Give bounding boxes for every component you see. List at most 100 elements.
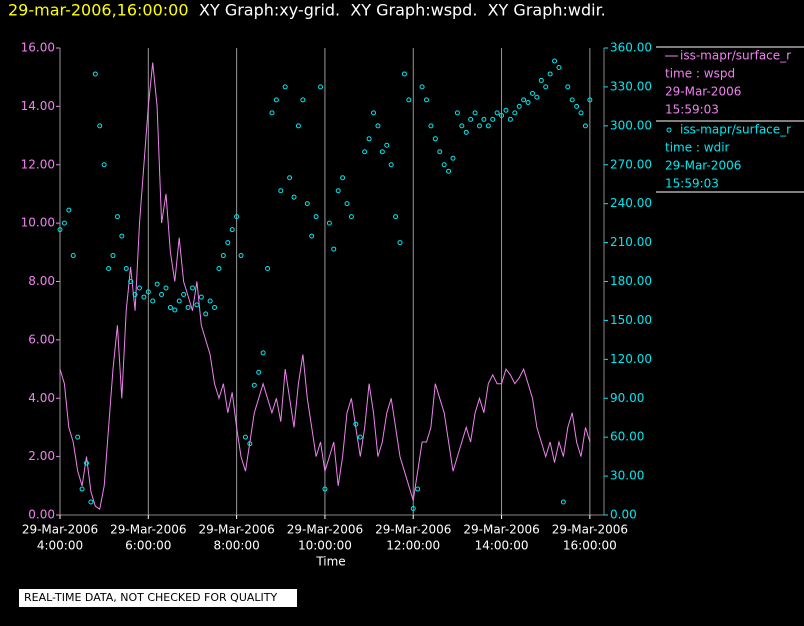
wdir-point: [393, 214, 399, 220]
x-tick-label: 16:00:00: [563, 539, 617, 553]
y2-tick-label: 0.00: [610, 508, 637, 522]
y-tick-label: 10.00: [21, 216, 55, 230]
wdir-point: [110, 253, 116, 259]
wdir-point: [401, 71, 407, 77]
wdir-point: [406, 97, 412, 103]
wdir-point: [79, 486, 85, 492]
wdir-point: [331, 246, 337, 252]
wdir-point: [141, 294, 147, 300]
y2-tick-label: 360.00: [610, 41, 652, 55]
wdir-point: [163, 285, 169, 291]
wdir-point: [207, 298, 213, 304]
wdir-point: [132, 291, 138, 297]
wdir-point: [326, 220, 332, 226]
wdir-point: [512, 110, 518, 116]
wdir-point: [220, 253, 226, 259]
wdir-point: [70, 253, 76, 259]
x-tick-label: 29-Mar-2006: [463, 523, 539, 537]
legend-line: 15:59:03: [665, 177, 719, 191]
x-tick-label: 29-Mar-2006: [110, 523, 186, 537]
y2-tick-label: 120.00: [610, 352, 652, 366]
wdir-point: [97, 123, 103, 129]
wdir-point: [203, 311, 209, 317]
x-tick-label: 29-Mar-2006: [375, 523, 451, 537]
wdir-point: [92, 71, 98, 77]
y2-tick-label: 240.00: [610, 196, 652, 210]
y-tick-label: 14.00: [21, 99, 55, 113]
x-tick-label: 12:00:00: [386, 539, 440, 553]
y2-tick-label: 270.00: [610, 157, 652, 171]
wdir-point: [560, 499, 566, 505]
wdir-point: [189, 285, 195, 291]
wspd-line: [59, 62, 591, 511]
wdir-point: [304, 201, 310, 207]
wdir-point: [167, 304, 173, 310]
wdir-point: [525, 99, 531, 105]
y2-tick-label: 60.00: [610, 430, 644, 444]
wdir-point: [295, 123, 301, 129]
wdir-point: [242, 434, 248, 440]
wdir-point: [366, 136, 372, 142]
wdir-point: [529, 90, 535, 96]
wdir-point: [423, 97, 429, 103]
wdir-point: [459, 123, 465, 129]
wdir-point: [238, 253, 244, 259]
wdir-point: [446, 168, 452, 174]
wdir-point: [83, 460, 89, 466]
wdir-point: [348, 214, 354, 220]
y-tick-label: 4.00: [28, 391, 55, 405]
y2-tick-label: 300.00: [610, 118, 652, 132]
x-tick-label: 29-Mar-2006: [198, 523, 274, 537]
wdir-point: [119, 233, 125, 239]
wdir-point: [145, 289, 151, 295]
x-axis-label: Time: [315, 555, 345, 569]
wdir-point: [454, 110, 460, 116]
y2-tick-label: 90.00: [610, 391, 644, 405]
wdir-point: [150, 298, 156, 304]
wdir-point: [66, 207, 72, 213]
wdir-point: [273, 97, 279, 103]
wdir-point: [260, 350, 266, 356]
y-tick-label: 6.00: [28, 332, 55, 346]
wdir-point: [176, 298, 182, 304]
wdir-point: [472, 110, 478, 116]
y-tick-label: 0.00: [28, 508, 55, 522]
x-tick-label: 29-Mar-2006: [22, 523, 98, 537]
wdir-point: [450, 155, 456, 161]
y2-tick-label: 210.00: [610, 235, 652, 249]
wdir-point: [340, 175, 346, 181]
wdir-point: [565, 84, 571, 90]
wdir-point: [371, 110, 377, 116]
wdir-point: [198, 294, 204, 300]
wdir-point: [574, 103, 580, 109]
wdir-point: [556, 64, 562, 70]
wdir-point: [159, 291, 165, 297]
wdir-point: [587, 97, 593, 103]
wdir-point: [181, 291, 187, 297]
legend-line: 29-Mar-2006: [665, 85, 741, 99]
wdir-point: [499, 112, 505, 118]
wdir-point: [234, 214, 240, 220]
wdir-point: [278, 188, 284, 194]
wdir-point: [225, 240, 231, 246]
wdir-point: [397, 240, 403, 246]
legend-swatch: [666, 127, 672, 133]
y-tick-label: 8.00: [28, 274, 55, 288]
wdir-point: [437, 149, 443, 155]
wdir-point: [185, 304, 191, 310]
wdir-point: [154, 281, 160, 287]
wdir-point: [410, 506, 416, 512]
wdir-point: [61, 220, 67, 226]
wdir-point: [503, 107, 509, 113]
wdir-point: [269, 110, 275, 116]
wdir-point: [516, 103, 522, 109]
wdir-point: [353, 421, 359, 427]
wdir-point: [538, 77, 544, 83]
x-tick-label: 10:00:00: [298, 539, 352, 553]
wdir-point: [291, 194, 297, 200]
y2-tick-label: 30.00: [610, 469, 644, 483]
wdir-point: [75, 434, 81, 440]
x-tick-label: 29-Mar-2006: [287, 523, 363, 537]
